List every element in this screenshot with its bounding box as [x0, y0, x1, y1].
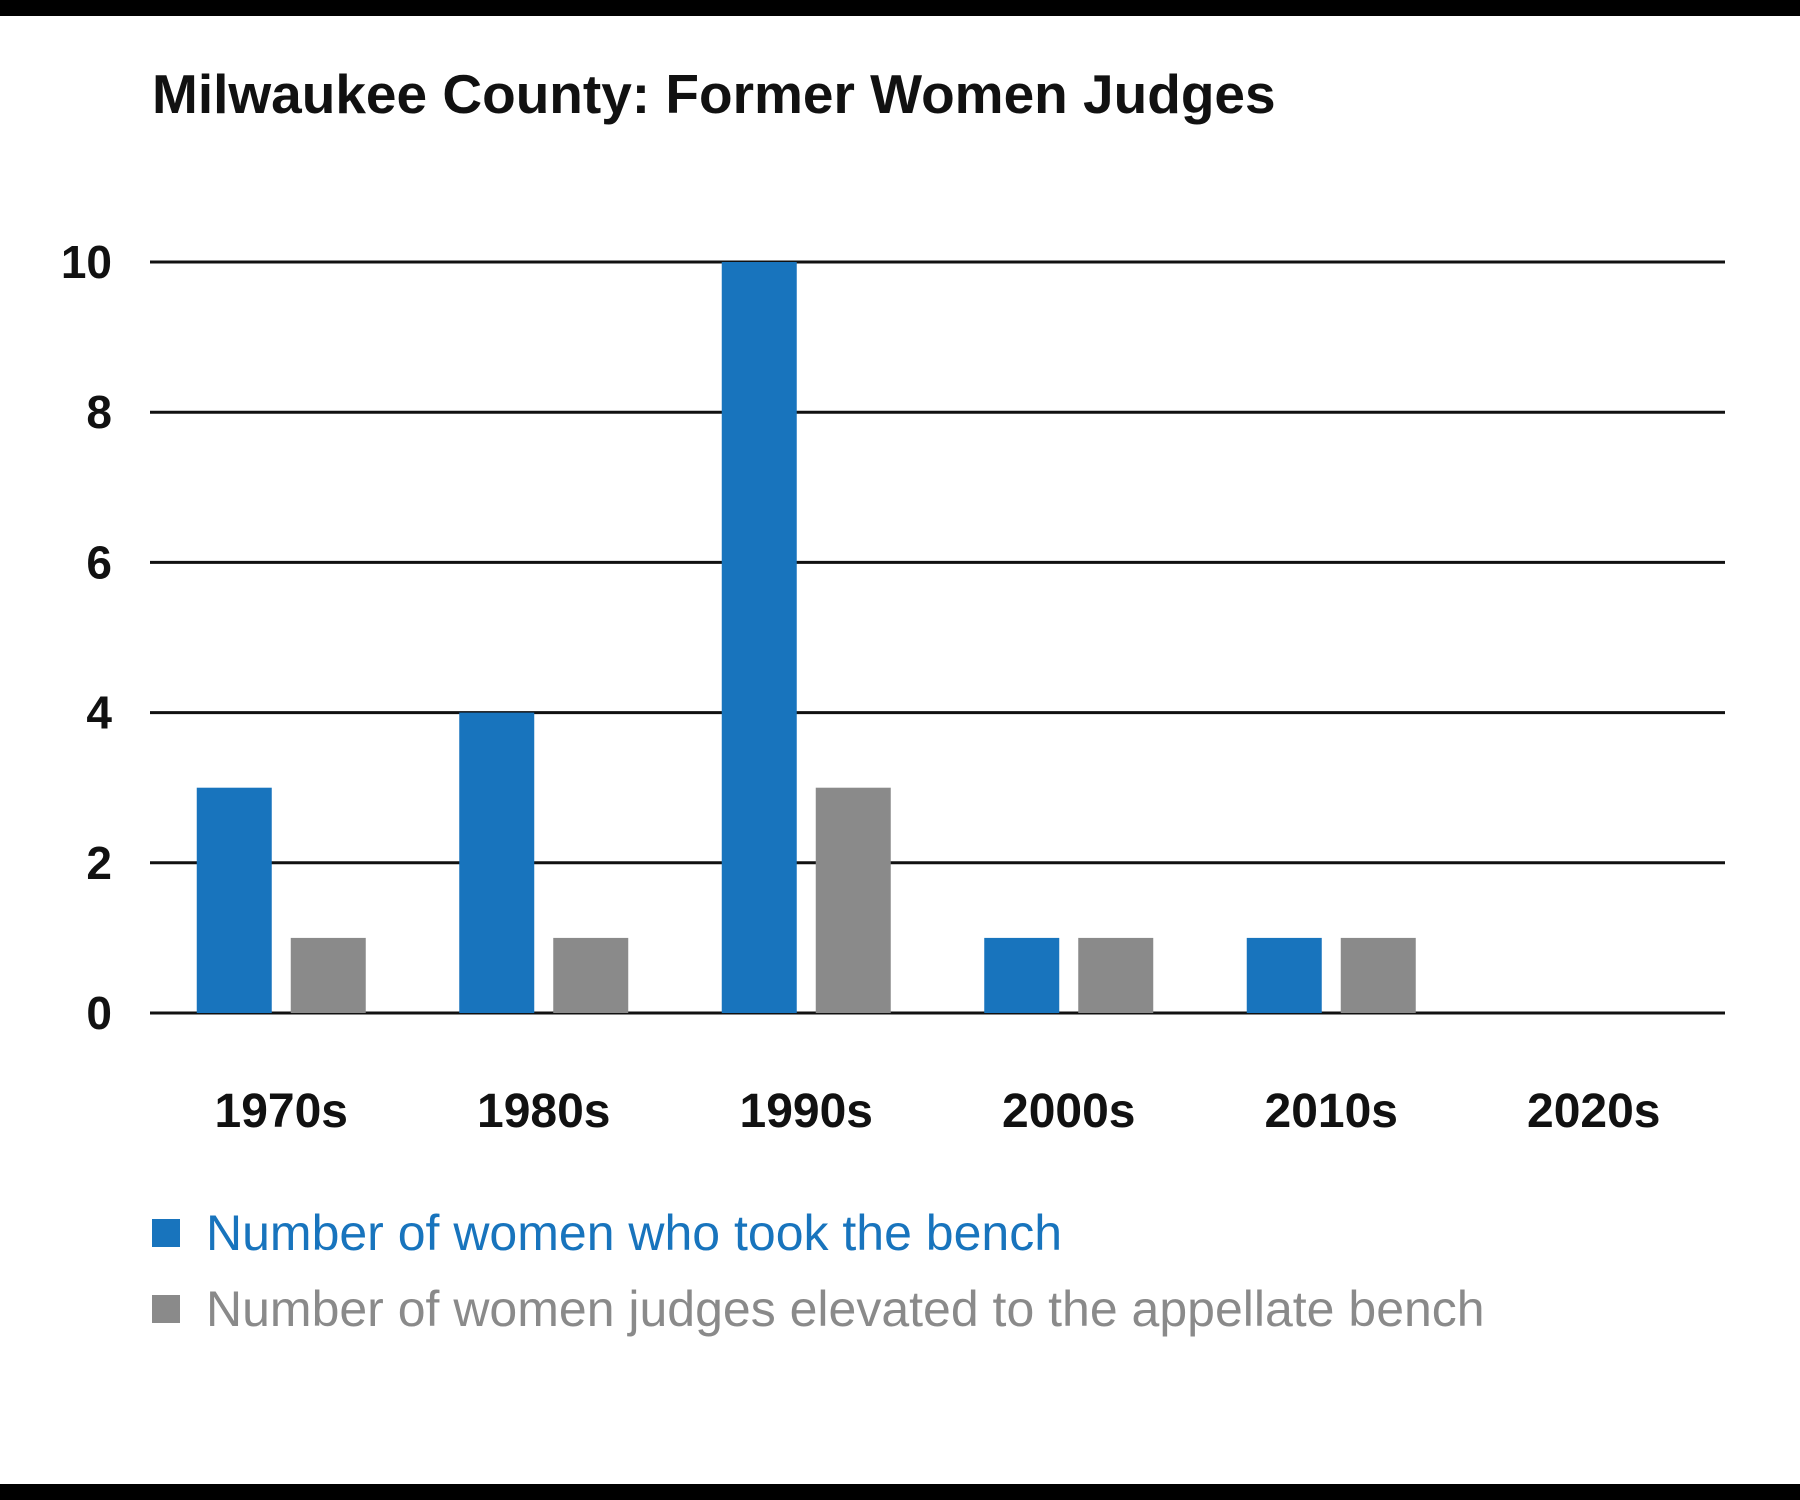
x-axis-ticks: 1970s 1980s 1990s 2000s 2010s 2020s	[215, 1085, 1661, 1138]
legend-swatch-bench	[152, 1219, 180, 1247]
bar-1970s-series-1	[290, 937, 366, 1013]
x-tick-label-2020s: 2020s	[1527, 1085, 1660, 1138]
gridlines	[150, 260, 1725, 1015]
x-tick-label-1970s: 1970s	[215, 1085, 348, 1138]
bar-2010s-series-1	[1340, 937, 1416, 1013]
legend-item-appellate: Number of women judges elevated to the a…	[152, 1271, 1485, 1347]
y-tick-label-0: 0	[86, 987, 112, 1039]
x-tick-label-1980s: 1980s	[477, 1085, 610, 1138]
x-tick-label-2000s: 2000s	[1002, 1085, 1135, 1138]
x-tick-label-2010s: 2010s	[1265, 1085, 1398, 1138]
legend-item-bench: Number of women who took the bench	[152, 1195, 1485, 1271]
bar-1990s-series-1	[815, 787, 891, 1013]
legend-swatch-appellate	[152, 1295, 180, 1323]
top-border	[0, 0, 1800, 16]
y-tick-label-6: 6	[86, 536, 112, 588]
bar-1970s-series-0	[196, 787, 272, 1013]
y-tick-label-2: 2	[86, 837, 112, 889]
x-tick-label-1990s: 1990s	[740, 1085, 873, 1138]
bars	[196, 262, 1416, 1013]
y-tick-label-10: 10	[61, 236, 112, 288]
bar-2000s-series-1	[1078, 937, 1154, 1013]
y-tick-label-8: 8	[86, 386, 112, 438]
y-axis-ticks: 0 2 4 6 8 10	[61, 236, 113, 1039]
legend-label-bench: Number of women who took the bench	[206, 1205, 1063, 1261]
bar-1990s-series-0	[721, 262, 797, 1013]
legend: Number of women who took the bench Numbe…	[152, 1195, 1485, 1347]
bar-2000s-series-0	[984, 937, 1060, 1013]
bottom-border	[0, 1484, 1800, 1500]
chart-title: Milwaukee County: Former Women Judges	[152, 63, 1276, 125]
bar-1980s-series-1	[553, 937, 629, 1013]
bar-1980s-series-0	[459, 712, 535, 1013]
y-tick-label-4: 4	[86, 687, 112, 739]
bar-2010s-series-0	[1246, 937, 1322, 1013]
legend-label-appellate: Number of women judges elevated to the a…	[206, 1281, 1485, 1337]
